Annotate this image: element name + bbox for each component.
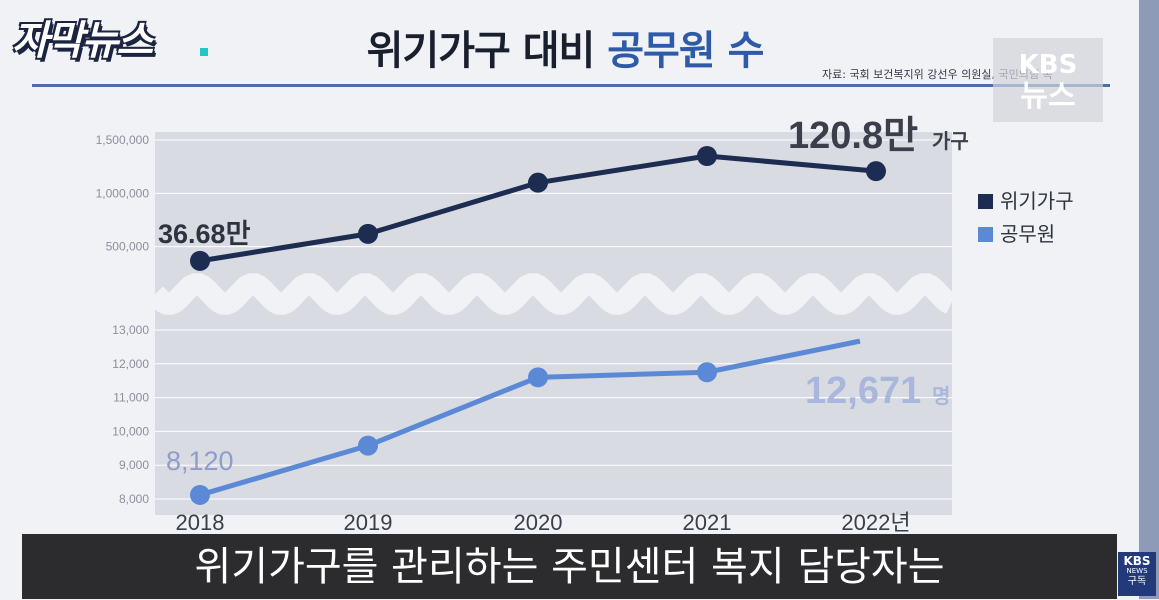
- y-tick-label: 11,000: [113, 391, 149, 405]
- right-edge-strip: [1139, 0, 1159, 599]
- corner-logo-news: NEWS: [1126, 566, 1148, 575]
- x-tick-label: 2021: [683, 510, 732, 535]
- axis-break: [146, 273, 956, 315]
- y-tick-label: 8,000: [119, 492, 149, 506]
- plot-area: [155, 132, 952, 515]
- household-point: [866, 161, 886, 182]
- officials-point: [528, 367, 548, 388]
- chart-title: 위기가구 대비 공무원 수: [0, 18, 1130, 76]
- x-tick-label: 2018: [176, 510, 225, 535]
- x-tick-label: 2019: [344, 510, 393, 535]
- y-tick-label: 500,000: [106, 240, 150, 254]
- y-tick-label: 12,000: [112, 357, 149, 371]
- plot-background: [155, 132, 952, 515]
- y-tick-label: 13,000: [112, 323, 149, 337]
- officials-point: [358, 435, 378, 456]
- household-point: [697, 146, 717, 166]
- gridlines: [155, 139, 952, 500]
- x-tick-label: 2020: [514, 510, 563, 535]
- x-tick-label: 2022년: [841, 510, 910, 535]
- title-prefix: 위기가구 대비: [366, 28, 608, 74]
- caption-text: 위기가구를 관리하는 주민센터 복지 담당자는: [194, 544, 945, 590]
- household-point: [528, 172, 548, 193]
- officials-end-label: 12,671: [805, 370, 921, 412]
- caption-bar: 위기가구를 관리하는 주민센터 복지 담당자는: [22, 534, 1117, 599]
- y-tick-label: 10,000: [112, 424, 149, 438]
- y-tick-label: 1,500,000: [96, 133, 150, 147]
- title-accent: 공무원 수: [607, 28, 764, 74]
- officials-point: [190, 484, 210, 505]
- household-start-label: 36.68만: [158, 219, 251, 249]
- legend-swatch: [978, 194, 993, 209]
- household-end-unit: 가구: [932, 130, 969, 153]
- y-axis-ticks: 500,000 1,000,000 1,500,000 8,000 9,000 10,00…: [96, 133, 150, 506]
- officials-point: [697, 362, 717, 383]
- watermark-kbs: KBS: [1018, 50, 1078, 80]
- officials-start-label: 8,120: [166, 446, 234, 476]
- legend-label: 위기가구: [1000, 190, 1074, 213]
- logo-accent-dot: [200, 48, 208, 56]
- legend-swatch: [978, 227, 993, 242]
- household-point: [358, 223, 378, 244]
- household-end-label: 120.8만: [788, 115, 918, 157]
- y-tick-label: 1,000,000: [96, 186, 150, 200]
- legend-label: 공무원: [1000, 223, 1055, 246]
- axis-break-wave: [146, 273, 956, 315]
- series-lines: [190, 146, 886, 505]
- corner-logo-subscribe: 구독: [1127, 575, 1147, 587]
- kbs-news-watermark: KBS 뉴스: [993, 38, 1103, 122]
- title-underline: [32, 84, 1110, 87]
- program-logo: 자막뉴스: [12, 18, 153, 64]
- y-tick-label: 9,000: [119, 458, 149, 472]
- watermark-news: 뉴스: [1020, 79, 1076, 114]
- kbs-subscribe-logo[interactable]: KBS NEWS 구독: [1118, 552, 1156, 596]
- x-axis-ticks: 2018 2019 2020 2021 2022년: [176, 510, 911, 535]
- data-labels: 36.68만 120.8만 가구 8,120 12,671 명: [158, 115, 969, 476]
- household-point: [190, 250, 210, 271]
- officials-end-unit: 명: [932, 385, 950, 408]
- corner-logo-kbs: KBS: [1123, 554, 1151, 568]
